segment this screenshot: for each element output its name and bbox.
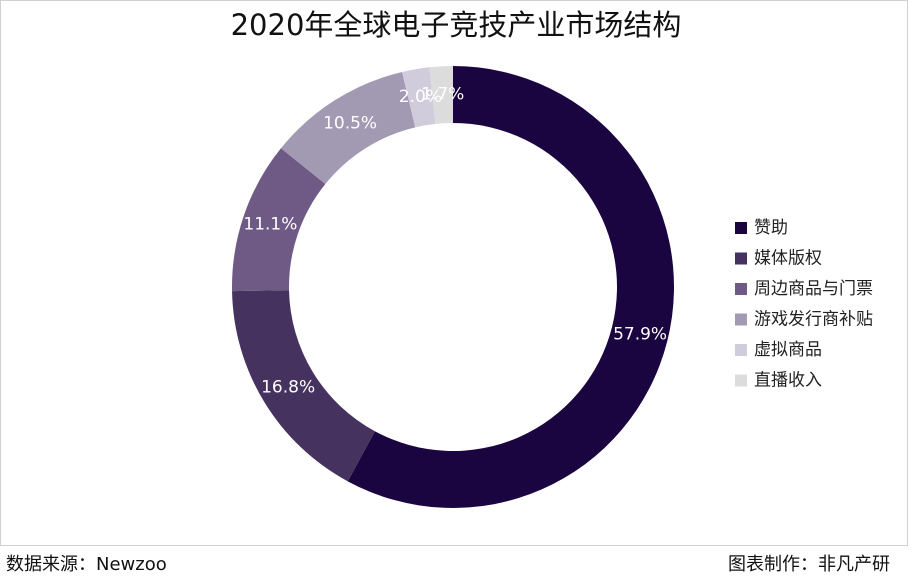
slice [232, 148, 326, 292]
value-label: 10.5% [323, 114, 377, 134]
legend-label: 周边商品与门票 [754, 279, 873, 299]
legend-label: 虚拟商品 [754, 340, 822, 360]
chart-title: 2020年全球电子竞技产业市场结构 [231, 8, 682, 42]
value-label: 1.7% [421, 84, 464, 104]
slice [429, 66, 453, 124]
legend-label: 直播收入 [754, 371, 822, 391]
credit-note: 图表制作：非凡产研 [728, 554, 890, 575]
legend-swatch [735, 252, 747, 265]
legend-label: 赞助 [754, 218, 788, 238]
slice [347, 66, 674, 508]
legend-swatch [735, 283, 747, 295]
legend-label: 游戏发行商补贴 [754, 310, 873, 330]
slice [232, 290, 375, 482]
slice [280, 71, 416, 185]
legend-swatch [735, 313, 747, 326]
value-label: 57.9% [613, 324, 667, 344]
value-label: 11.1% [243, 214, 297, 234]
legend-swatch [735, 374, 747, 387]
legend-label: 媒体版权 [754, 249, 822, 269]
slice [402, 67, 436, 128]
legend-swatch [735, 222, 747, 234]
source-note: 数据来源：Newzoo [6, 554, 167, 575]
legend-swatch [735, 344, 747, 356]
value-label: 16.8% [261, 377, 315, 397]
value-label: 2.0% [399, 87, 442, 107]
